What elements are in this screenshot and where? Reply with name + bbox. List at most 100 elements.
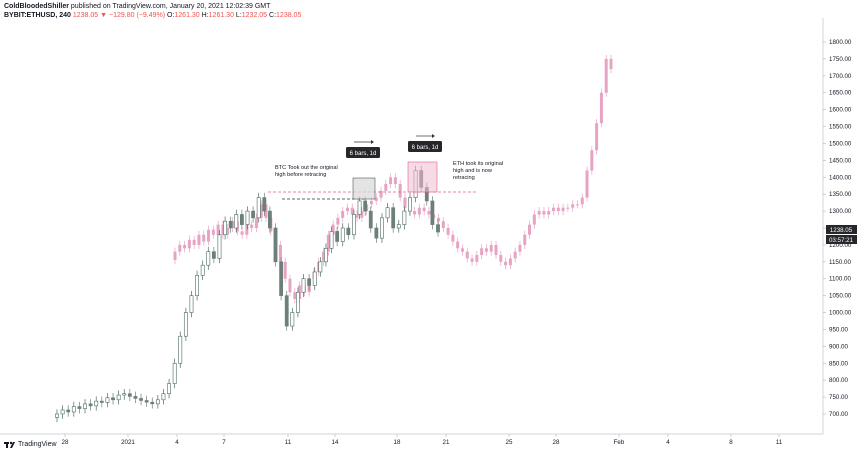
y-tick-label: 750.00 — [829, 394, 848, 401]
candle-body — [60, 409, 65, 415]
overlay-bar — [580, 197, 584, 205]
author-name[interactable]: ColdBloodedShiller — [4, 3, 69, 10]
overlay-bar — [446, 228, 450, 235]
y-tick-label: 1300.00 — [829, 208, 852, 215]
overlay-bar — [499, 255, 503, 262]
candle-body — [340, 227, 345, 242]
ohlc-line: BYBIT:ETHUSD, 240 1238.05 ▼ −129.80 (−9.… — [4, 11, 301, 20]
candle-body — [172, 362, 177, 384]
candle-body — [324, 247, 328, 263]
candle-body — [251, 210, 256, 219]
eth-note-line-3: retracing — [453, 175, 475, 181]
overlay-bar — [393, 177, 397, 185]
overlay-bar — [259, 204, 263, 218]
overlay-bar — [547, 211, 551, 215]
overlay-bar — [417, 207, 421, 215]
open-label: O: — [167, 12, 175, 19]
overlay-bar — [379, 190, 383, 198]
candle-body — [94, 400, 99, 407]
candle-body — [144, 400, 149, 403]
x-tick-label: 2021 — [121, 439, 135, 446]
arrow-2-head — [432, 134, 435, 138]
overlay-bar — [595, 123, 599, 151]
overlay-bar — [552, 207, 556, 212]
overlay-bar — [322, 251, 326, 262]
price-axis[interactable]: 700.00 750.00 800.00 850.00 900.00 950.00 1000… — [823, 39, 852, 418]
overlay-bar — [350, 207, 354, 215]
candle-body — [99, 400, 104, 403]
overlay-bar — [561, 207, 565, 212]
overlay-bar — [389, 177, 393, 185]
overlay-bar — [369, 200, 373, 205]
overlay-bar — [456, 241, 460, 249]
candle-body — [239, 214, 244, 225]
overlay-bar — [465, 251, 469, 259]
range-label-1-bg — [346, 147, 380, 158]
tradingview-logo-icon[interactable] — [4, 441, 15, 449]
y-tick-label: 1450.00 — [829, 157, 852, 164]
candle-body — [55, 413, 59, 418]
eth-note-line-1: ETH took its original — [453, 161, 503, 167]
candle-body — [206, 251, 211, 266]
candle-body — [71, 406, 76, 413]
low-value: 1232.05 — [241, 12, 268, 19]
candle-body — [83, 403, 87, 409]
high-value: 1261.30 — [208, 12, 234, 19]
y-tick-label: 1000.00 — [829, 310, 852, 317]
last-price: 1238.05 — [72, 12, 99, 19]
candle-body — [318, 261, 323, 273]
overlay-bar — [451, 234, 455, 242]
overlay-bar — [413, 211, 417, 215]
overlay-bar — [441, 221, 445, 228]
candle-body — [133, 396, 138, 399]
btc-note-line-1: BTC Took out the original — [275, 165, 338, 171]
overlay-bar — [422, 207, 426, 212]
overlay-bar — [494, 244, 498, 256]
overlay-bar — [283, 261, 287, 279]
candle-body — [279, 261, 284, 296]
overlay-bar — [288, 278, 292, 293]
y-tick-label: 1800.00 — [829, 39, 852, 46]
overlay-bar — [345, 207, 349, 212]
eth-range-box[interactable] — [407, 161, 438, 193]
candle-body — [122, 393, 127, 396]
candle-body — [223, 220, 227, 236]
btc-range-box[interactable] — [352, 177, 376, 200]
overlay-bar — [341, 211, 345, 218]
candle-body — [391, 207, 396, 229]
candle-body — [262, 197, 267, 212]
candle-body — [329, 231, 334, 249]
candle-body — [380, 217, 384, 239]
y-tick-label: 900.00 — [829, 343, 848, 350]
candle-body — [127, 393, 132, 397]
candle-body — [357, 200, 362, 215]
footer: TradingView — [4, 440, 57, 450]
candle-body — [290, 312, 295, 327]
range-label-2-bg — [408, 141, 442, 152]
overlay-bar — [537, 211, 541, 215]
overlay-bar — [508, 258, 512, 266]
overlay-bar — [475, 255, 479, 262]
time-axis[interactable]: 28 2021 4 7 11 14 18 21 25 28 Feb 4 8 11 — [62, 434, 783, 446]
overlay-bar — [178, 244, 182, 252]
overlay-bar — [489, 244, 493, 252]
overlay-bar — [331, 224, 335, 235]
close-label: C: — [269, 12, 277, 19]
y-tick-label: 1100.00 — [829, 276, 851, 283]
overlay-bar — [221, 224, 225, 235]
overlay-bar — [278, 244, 282, 262]
overlay-bar — [604, 58, 608, 93]
x-tick-label: 8 — [729, 439, 733, 446]
candle-body — [189, 295, 194, 313]
btc-note-line-2: high before retracing — [275, 172, 326, 178]
symbol-label[interactable]: BYBIT:ETHUSD, 240 — [4, 12, 71, 19]
tradingview-brand[interactable]: TradingView — [18, 441, 57, 448]
overlay-bar — [504, 261, 508, 266]
overlay-bar — [532, 214, 536, 225]
y-tick-label: 1600.00 — [829, 107, 852, 114]
y-tick-label: 1500.00 — [829, 140, 852, 147]
candle-body — [368, 210, 373, 229]
candle-body — [352, 214, 356, 236]
overlay-bar — [245, 224, 249, 235]
